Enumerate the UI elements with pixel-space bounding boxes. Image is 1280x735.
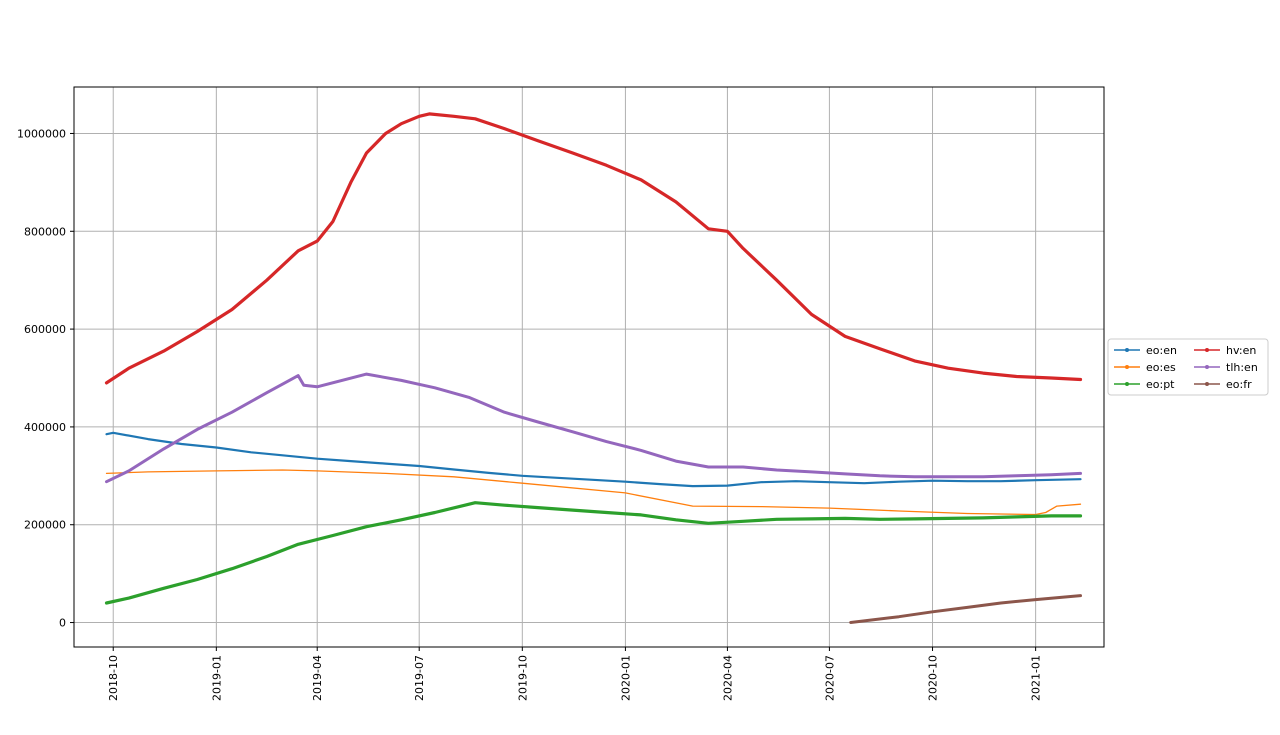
series-line-eo-es [105, 469, 1082, 516]
series-line-tlh-en [105, 372, 1082, 484]
x-tick-label: 2019-04 [311, 655, 324, 701]
legend-label: hv:en [1226, 344, 1256, 357]
grid-lines [74, 87, 1104, 647]
series-layer [104, 112, 1083, 624]
legend-marker [1125, 382, 1129, 386]
legend-marker [1125, 365, 1129, 369]
legend-label: eo:en [1146, 344, 1177, 357]
y-tick-label: 200000 [24, 519, 66, 532]
legend-marker [1205, 348, 1209, 352]
x-tick-label: 2020-01 [619, 655, 632, 701]
legend-marker [1125, 348, 1129, 352]
plot-frame [73, 86, 1105, 648]
x-tick-label: 2020-10 [927, 655, 940, 701]
legend-label: eo:pt [1146, 378, 1175, 391]
series-line-hv-en [104, 112, 1083, 385]
legend-label: eo:fr [1226, 378, 1252, 391]
x-tick-label: 2019-01 [210, 655, 223, 701]
series-line-eo-pt [104, 501, 1083, 605]
legend-label: tlh:en [1226, 361, 1258, 374]
x-tick-label: 2020-07 [823, 655, 836, 701]
series-line-eo-fr [849, 594, 1082, 624]
x-tick-label: 2020-04 [721, 655, 734, 701]
y-tick-label: 600000 [24, 323, 66, 336]
legend-label: eo:es [1146, 361, 1176, 374]
legend-box [1107, 338, 1269, 396]
legend-marker [1205, 382, 1209, 386]
x-tick-label: 2019-10 [516, 655, 529, 701]
x-tick-label: 2021-01 [1030, 655, 1043, 701]
legend-marker [1205, 365, 1209, 369]
y-tick-label: 400000 [24, 421, 66, 434]
y-tick-label: 800000 [24, 225, 66, 238]
y-tick-label: 1000000 [17, 127, 66, 140]
x-tick-label: 2018-10 [107, 655, 120, 701]
x-tick-label: 2019-07 [413, 655, 426, 701]
legend: eo:en eo:es eo:pt hv:en tlh:en eo:fr [1107, 338, 1269, 396]
series-line-eo-en [105, 431, 1082, 488]
y-tick-label: 0 [59, 617, 66, 630]
axis-ticks: 2018-10 2019-01 2019-04 2019-07 2019-10 2020-… [17, 127, 1043, 701]
